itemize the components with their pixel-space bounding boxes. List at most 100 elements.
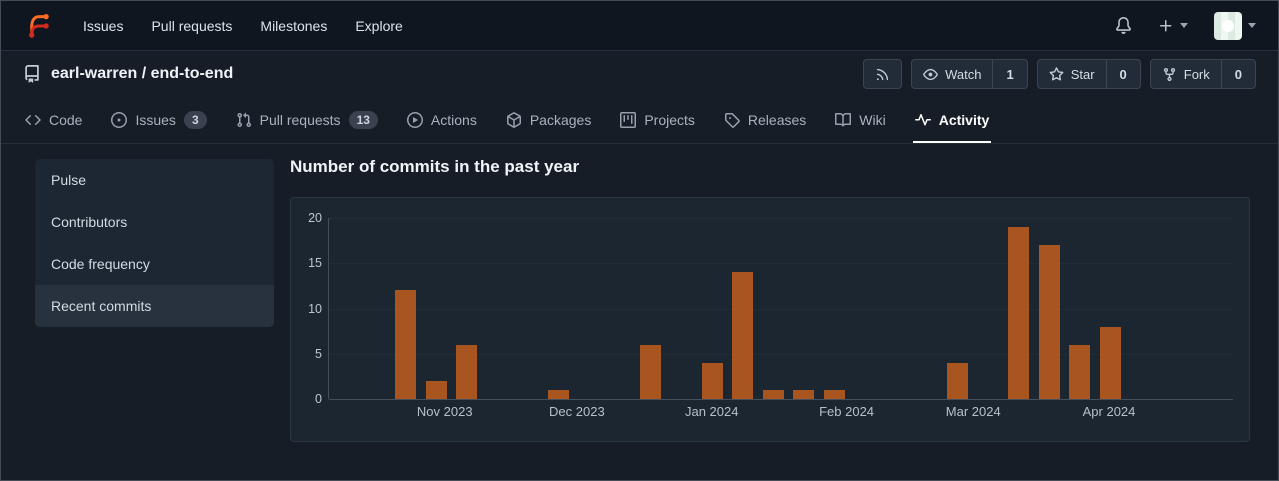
issue-icon: [111, 112, 128, 128]
y-tick-label: 15: [308, 256, 322, 271]
x-tick-label: Nov 2023: [416, 404, 473, 419]
repo-icon: [23, 65, 41, 83]
pulse-icon: [914, 114, 931, 126]
fork-count[interactable]: 0: [1220, 60, 1255, 88]
pull-request-icon: [237, 112, 251, 128]
x-tick-label: Feb 2024: [819, 404, 875, 419]
gridline: [329, 263, 1233, 265]
top-navbar: Issues Pull requests Milestones Explore: [1, 1, 1278, 51]
commit-week-bar: [1008, 227, 1029, 399]
nav-link-explore[interactable]: Explore: [355, 17, 403, 34]
book-icon: [835, 112, 852, 127]
pull-requests-count-badge: 13: [348, 111, 378, 129]
x-tick-label: Apr 2024: [1082, 404, 1136, 419]
user-menu-button[interactable]: [1214, 11, 1256, 40]
nav-link-issues[interactable]: Issues: [83, 17, 124, 34]
issues-count-badge: 3: [183, 111, 207, 129]
repo-action-buttons: Watch 1 Star 0 Fork 0: [863, 59, 1256, 89]
star-label: Star: [1070, 66, 1095, 82]
project-icon: [620, 112, 637, 128]
commit-week-bar: [701, 362, 723, 399]
watch-button[interactable]: Watch 1: [911, 59, 1028, 89]
package-icon: [506, 112, 521, 128]
sidebar-item-code-frequency[interactable]: Code frequency: [35, 243, 274, 285]
tab-pull-requests[interactable]: Pull requests 13: [234, 97, 380, 143]
sidebar-item-label: Code frequency: [51, 256, 150, 272]
user-avatar: [1214, 11, 1242, 40]
star-count[interactable]: 0: [1105, 60, 1140, 88]
bell-icon: [1116, 17, 1131, 34]
rss-button[interactable]: [863, 59, 903, 89]
commit-week-bar: [762, 389, 784, 399]
fork-button[interactable]: Fork 0: [1149, 59, 1256, 89]
forgejo-logo-icon[interactable]: [23, 11, 53, 41]
watch-label: Watch: [945, 66, 982, 82]
commit-week-bar: [1038, 245, 1060, 399]
plus-icon: [1160, 19, 1172, 31]
repo-tabbar: Code Issues 3 Pull requests 13 Actions P…: [1, 97, 1278, 144]
repo-title[interactable]: earl-warren / end-to-end: [51, 65, 234, 82]
chart-y-axis-labels: 0 5 10 15 20: [295, 211, 322, 406]
tab-label: Code: [49, 112, 83, 128]
chart-plot: [328, 218, 1233, 400]
star-button[interactable]: Star 0: [1036, 59, 1141, 89]
tab-code[interactable]: Code: [23, 97, 84, 143]
tab-label: Issues: [135, 112, 176, 128]
tag-icon: [724, 113, 740, 128]
fork-label: Fork: [1183, 66, 1210, 82]
rss-icon: [876, 68, 889, 80]
tab-label: Activity: [938, 112, 990, 128]
tab-issues[interactable]: Issues 3: [109, 97, 208, 143]
y-tick-label: 0: [315, 392, 322, 406]
caret-down-icon: [1180, 23, 1188, 28]
commit-week-bar: [456, 344, 478, 399]
sidebar-item-label: Recent commits: [51, 298, 152, 314]
commit-week-bar: [1069, 344, 1091, 399]
chart-x-axis-labels: Nov 2023 Dec 2023 Jan 2024 Feb 2024 Mar 2024…: [328, 404, 1233, 424]
x-tick-label: Jan 2024: [684, 404, 739, 419]
gridline: [329, 308, 1233, 310]
commit-week-bar: [548, 389, 570, 399]
y-tick-label: 20: [308, 211, 322, 225]
tab-label: Packages: [529, 112, 592, 128]
watch-count[interactable]: 1: [992, 60, 1026, 88]
sidebar-item-label: Contributors: [51, 214, 128, 230]
play-circle-icon: [406, 112, 423, 128]
y-tick-label: 5: [315, 346, 322, 361]
fork-icon: [1163, 67, 1175, 81]
tab-label: Pull requests: [259, 112, 341, 128]
tab-activity[interactable]: Activity: [912, 97, 992, 143]
sidebar-item-contributors[interactable]: Contributors: [35, 201, 274, 243]
tab-actions[interactable]: Actions: [405, 97, 479, 143]
create-new-button[interactable]: [1158, 18, 1188, 34]
tab-label: Releases: [747, 112, 807, 128]
x-tick-label: Dec 2023: [549, 404, 605, 419]
repo-header: earl-warren / end-to-end Watch 1 Star: [1, 51, 1278, 97]
tab-wiki[interactable]: Wiki: [833, 97, 887, 143]
commit-week-bar: [1099, 326, 1121, 399]
commit-week-bar: [793, 389, 815, 399]
caret-down-icon: [1248, 23, 1256, 28]
eye-icon: [923, 68, 938, 80]
commit-week-bar: [640, 344, 662, 399]
sidebar-item-pulse[interactable]: Pulse: [35, 159, 274, 201]
chart-title: Number of commits in the past year: [290, 157, 580, 176]
commits-chart-panel: 0 5 10 15 20 Nov 2023 Dec 2023 Jan 2024 Feb 202…: [290, 197, 1250, 442]
tab-packages[interactable]: Packages: [504, 97, 593, 143]
sidebar-item-recent-commits[interactable]: Recent commits: [35, 285, 274, 327]
notifications-button[interactable]: [1115, 17, 1132, 34]
commit-week-bar: [425, 380, 447, 399]
gridline: [329, 218, 1233, 219]
main-content: Pulse Contributors Code frequency Recent…: [1, 144, 1278, 480]
commit-week-bar: [824, 389, 846, 399]
sidebar-item-label: Pulse: [51, 172, 87, 188]
tab-releases[interactable]: Releases: [722, 97, 808, 143]
tab-label: Projects: [644, 112, 695, 128]
nav-link-pull-requests[interactable]: Pull requests: [151, 17, 233, 34]
gridline: [329, 399, 1233, 400]
tab-projects[interactable]: Projects: [618, 97, 697, 143]
gridline: [329, 353, 1233, 355]
x-tick-label: Mar 2024: [945, 404, 1001, 419]
nav-link-milestones[interactable]: Milestones: [260, 17, 328, 34]
